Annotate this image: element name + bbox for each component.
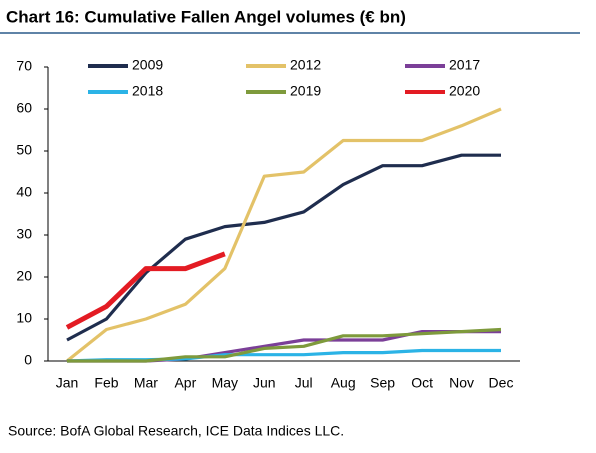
y-tick-label: 50 <box>16 142 32 158</box>
y-tick-label: 70 <box>16 58 32 74</box>
x-tick-label: May <box>212 375 238 391</box>
x-tick-label: Feb <box>94 375 118 391</box>
legend-label: 2012 <box>290 57 321 73</box>
legend-label: 2017 <box>449 57 480 73</box>
y-tick-label: 20 <box>16 268 32 284</box>
x-tick-label: Dec <box>489 375 514 391</box>
y-tick-label: 30 <box>16 226 32 242</box>
x-tick-label: Jul <box>295 375 313 391</box>
series-line <box>66 153 501 342</box>
series-line <box>67 327 502 363</box>
legend-label: 2009 <box>132 57 163 73</box>
x-tick-label: Jan <box>56 375 79 391</box>
chart-title: Chart 16: Cumulative Fallen Angel volume… <box>6 7 406 26</box>
x-tick-label: Aug <box>331 375 356 391</box>
legend-label: 2018 <box>132 83 163 99</box>
series-line <box>66 107 502 363</box>
y-tick-label: 60 <box>16 100 32 116</box>
x-tick-label: Jun <box>253 375 276 391</box>
x-tick-label: Apr <box>174 375 196 391</box>
x-tick-label: Sep <box>370 375 395 391</box>
source: Source: BofA Global Research, ICE Data I… <box>8 423 344 439</box>
x-tick-label: Oct <box>411 375 433 391</box>
series-line <box>65 251 226 330</box>
y-tick-label: 0 <box>24 352 32 368</box>
x-tick-label: Nov <box>449 375 474 391</box>
y-tick-label: 10 <box>16 310 32 326</box>
y-tick-label: 40 <box>16 184 32 200</box>
legend-label: 2020 <box>449 83 480 99</box>
x-tick-label: Mar <box>134 375 158 391</box>
legend-label: 2019 <box>290 83 321 99</box>
